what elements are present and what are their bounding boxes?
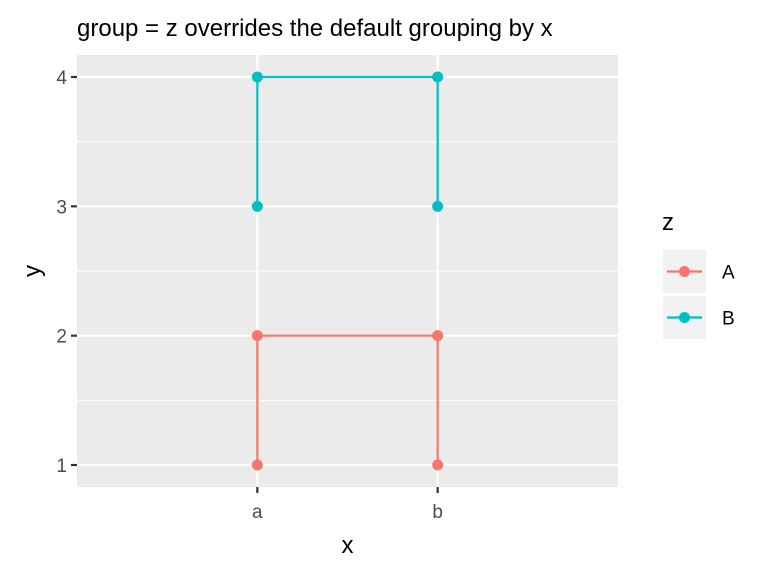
y-tick-label: 3: [56, 197, 67, 218]
legend-label: A: [722, 263, 735, 284]
minor-gridlines: [77, 141, 618, 401]
series-line-B: [256, 75, 439, 207]
data-point-A: [251, 330, 263, 342]
y-tick-label: 2: [56, 327, 67, 348]
x-axis-title: x: [342, 532, 354, 559]
series-layer: [251, 71, 444, 471]
legend-title: z: [662, 209, 674, 236]
axis-ticks: [71, 75, 439, 493]
y-axis-title: y: [19, 265, 46, 277]
data-point-B: [432, 71, 444, 83]
data-point-A: [432, 459, 444, 471]
data-point-B: [432, 200, 444, 212]
data-point-B: [251, 71, 263, 83]
legend-key-point: [679, 312, 690, 323]
data-point-A: [432, 330, 444, 342]
data-point-A: [251, 459, 263, 471]
x-tick-label: b: [432, 502, 443, 523]
legend-key-point: [679, 266, 690, 277]
tick-labels: 1 2 3 4 a b: [56, 68, 443, 523]
legend: z A B: [662, 209, 735, 339]
legend-label: B: [722, 309, 735, 330]
chart-title: group = z overrides the default grouping…: [77, 15, 553, 42]
y-tick-label: 4: [56, 68, 67, 89]
series-line-A: [256, 334, 439, 466]
x-tick-label: a: [252, 502, 263, 523]
y-tick-label: 1: [56, 456, 67, 477]
data-point-B: [251, 200, 263, 212]
